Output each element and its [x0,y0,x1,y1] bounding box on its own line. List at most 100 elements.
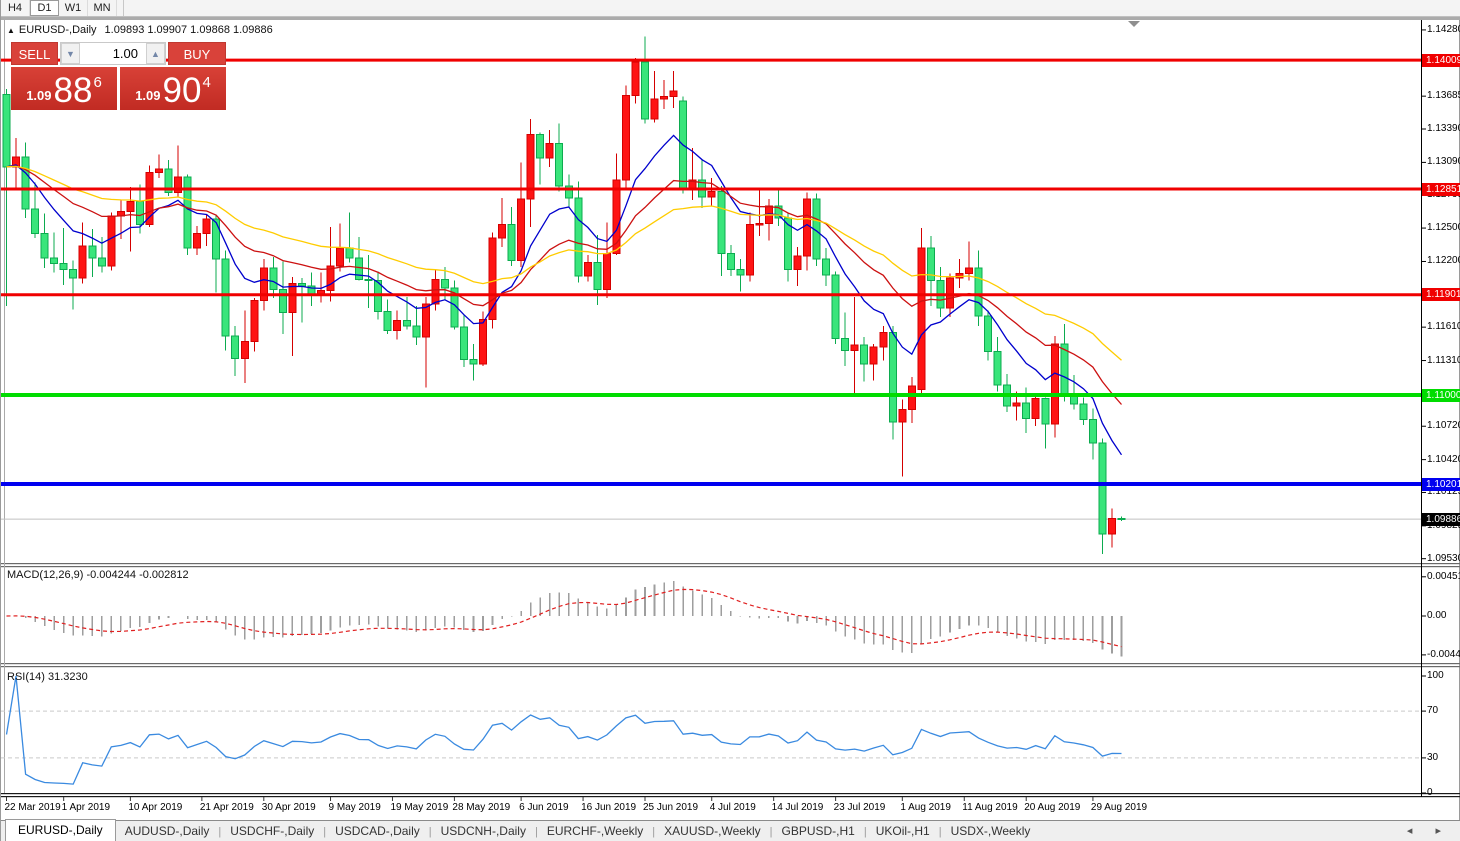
candle-body [745,224,754,276]
chart-tab-eurchfweekly[interactable]: EURCHF-,Weekly [546,824,644,838]
buy-price-prefix: 1.09 [135,88,161,103]
timeframe-button-mn[interactable]: MN [88,0,117,16]
panel-divider[interactable] [1,793,1460,795]
candle-body [974,267,983,317]
candle-body [564,185,573,199]
candle-body [412,325,421,338]
chart-title: ▲ EURUSD-,Daily 1.09893 1.09907 1.09868 1.… [7,24,273,36]
candle-body [488,237,497,320]
volume-increase-icon[interactable]: ▲ [146,43,165,64]
tab-separator: | [534,826,538,838]
chart-tab-usdchfdaily[interactable]: USDCHF-,Daily [230,824,315,838]
chart-tab-usdcaddaily[interactable]: USDCAD-,Daily [335,824,420,838]
candle-body [831,274,840,339]
buy-price-box[interactable]: 1.09 90 4 [120,67,226,110]
candle-body [498,224,507,239]
panel-divider[interactable] [1,796,1460,798]
rsi-axis-label: 30 [1427,751,1439,763]
date-axis-label: 6 Jun 2019 [519,802,569,813]
candle-body [402,319,411,327]
chart-shift-marker-icon[interactable] [1128,21,1140,27]
sell-price-box[interactable]: 1.09 88 6 [11,67,117,110]
candle-body [1107,518,1116,535]
buy-button[interactable]: BUY [168,42,226,65]
price-axis-label: 1.09530 [1427,552,1460,564]
chart-tab-gbpusdh1[interactable]: GBPUSD-,H1 [781,824,855,838]
candle-body [231,335,240,359]
candle-body [288,283,297,314]
chart-tab-ukoilh1[interactable]: UKOil-,H1 [875,824,930,838]
level-price-badge: 1.12851 [1422,182,1460,196]
panel-divider[interactable] [1,566,1460,568]
candle-body [641,61,650,120]
date-axis-label: 14 Jul 2019 [771,802,824,813]
panel-divider[interactable] [1,666,1460,668]
rsi-axis-label: 70 [1427,705,1439,717]
candle-body [31,208,40,235]
toolbar-separator [123,0,124,16]
rsi-indicator-label: RSI(14) 31.3230 [7,671,88,683]
candle-body [774,205,783,219]
candle-body [755,223,764,226]
tab-separator: | [428,826,432,838]
candle-body [78,245,87,279]
chart-tab-bar: EURUSD-,Daily AUDUSD-,Daily | USDCHF-,Daily… [1,819,1460,841]
candle-body [707,190,716,198]
candle-body [212,218,221,260]
chart-tab-usdcnhdaily[interactable]: USDCNH-,Daily [440,824,526,838]
volume-group: ▼ ▲ [60,42,166,65]
timeframe-button-h4[interactable]: H4 [1,0,30,16]
candle-body [421,303,430,338]
candle-body [822,258,831,276]
date-axis-label: 21 Apr 2019 [199,802,254,813]
date-axis-label: 1 Aug 2019 [900,802,951,813]
timeframe-button-w1[interactable]: W1 [59,0,88,16]
candle-body [250,299,259,343]
candle-body [459,326,468,360]
price-axis-label: 1.13390 [1427,122,1460,134]
date-axis-label: 30 Apr 2019 [261,802,316,813]
candle-body [364,278,373,282]
tab-separator: | [323,826,327,838]
candle-body [221,258,230,337]
date-axis-label: 25 Jun 2019 [643,802,699,813]
chart-window-border [1,17,1460,20]
candle-body [145,171,154,226]
candle-body [583,262,592,277]
chart-tab-audusddaily[interactable]: AUDUSD-,Daily [124,824,210,838]
candle-body [793,255,802,270]
candle-body [736,268,745,276]
candle-body [59,263,68,270]
price-axis-label: 1.10420 [1427,453,1460,465]
panel-divider[interactable] [1,663,1460,665]
candle-body [926,247,935,281]
tab-scroll-arrows[interactable]: ◂ ▸ [1406,825,1451,837]
price-axis-label: 1.12500 [1427,222,1460,234]
chart-tab-usdxweekly[interactable]: USDX-,Weekly [950,824,1031,838]
sell-button[interactable]: SELL [11,42,58,65]
candle-body [1012,402,1021,407]
timeframe-button-d1[interactable]: D1 [30,0,59,16]
candle-body [1117,517,1126,521]
candle-body [69,268,78,279]
candle-body [1088,419,1097,444]
candle-body [621,95,630,181]
volume-input[interactable] [80,43,146,64]
candle-body [21,156,30,210]
chart-tab-eurusddaily[interactable]: EURUSD-,Daily [5,819,116,841]
candle-body [726,253,735,270]
level-price-badge: 1.11000 [1422,388,1460,402]
volume-decrease-icon[interactable]: ▼ [61,43,80,64]
candle-body [431,278,440,305]
panel-collapse-arrow-icon[interactable]: ▲ [7,26,15,35]
panel-divider[interactable] [1,563,1460,565]
candle-body [154,168,163,173]
candle-body [536,134,545,159]
chart-tab-xauusdweekly[interactable]: XAUUSD-,Weekly [664,824,761,838]
tab-separator: | [218,826,222,838]
price-axis-label: 1.11310 [1427,354,1460,366]
candle-body [965,267,974,275]
candle-body [183,176,192,249]
sell-price-pip: 6 [93,74,102,91]
